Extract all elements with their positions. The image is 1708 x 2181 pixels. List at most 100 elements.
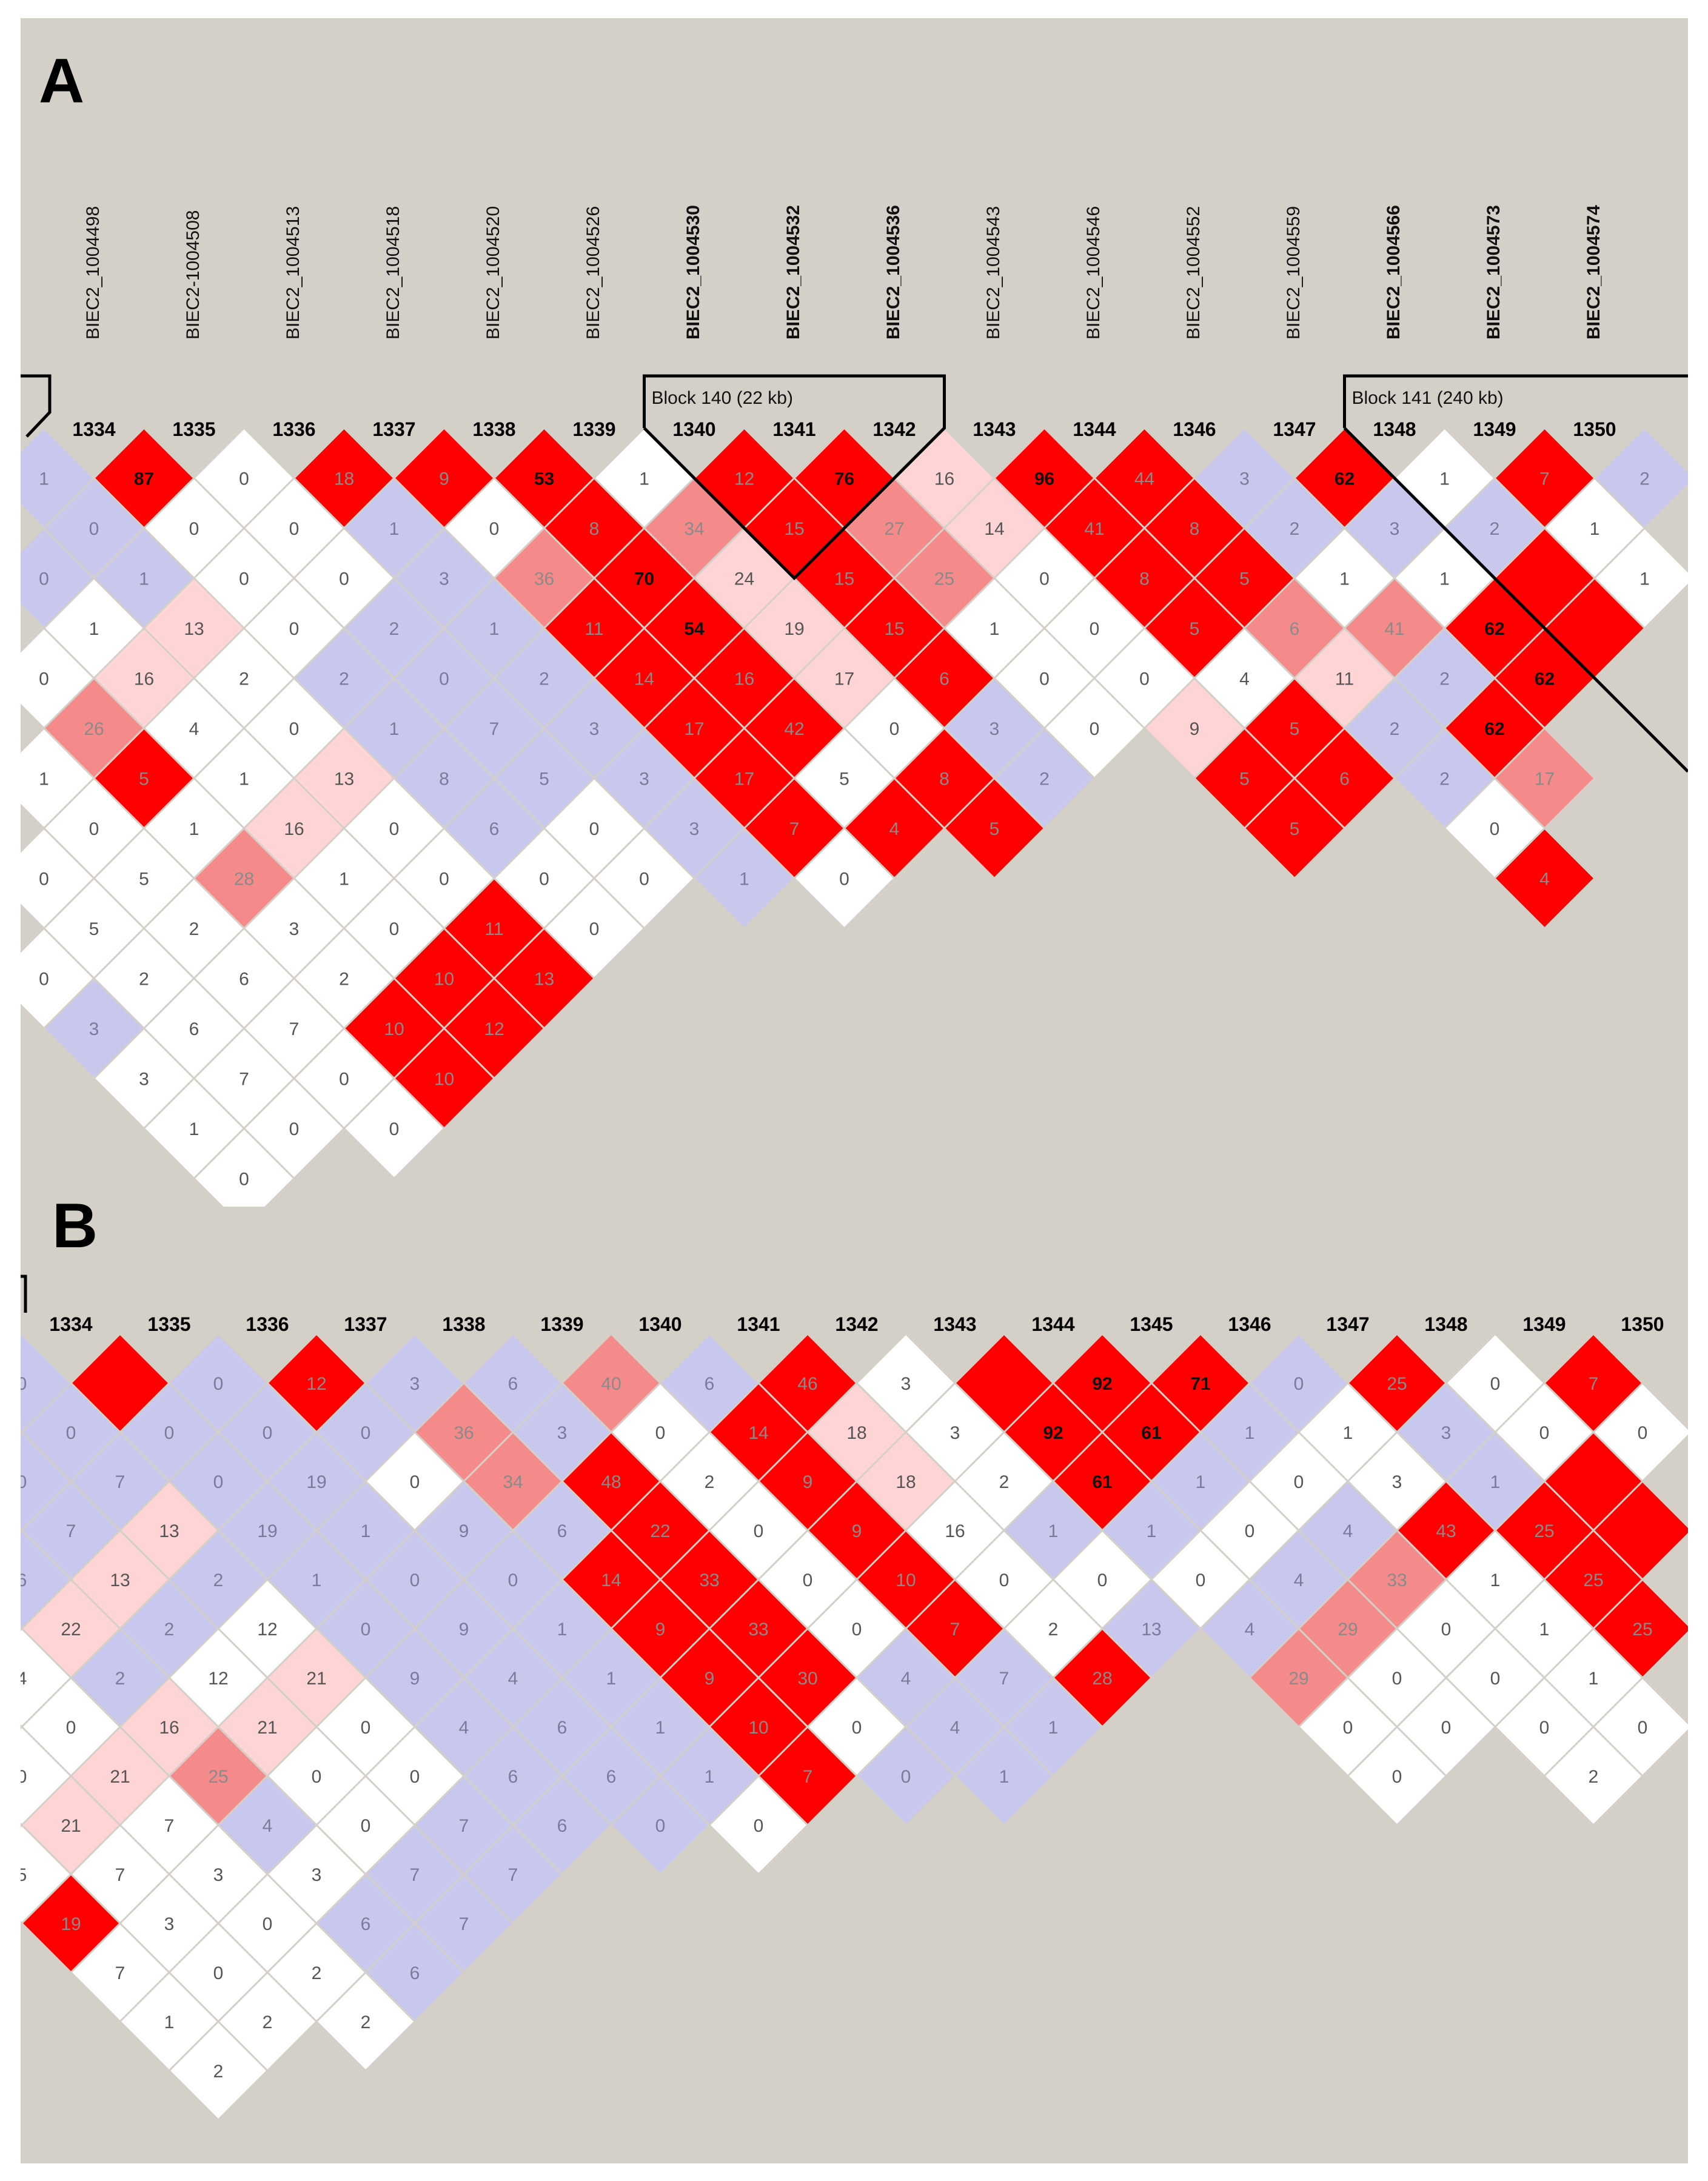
marker-number: 1339 (540, 1313, 584, 1335)
ld-value-label: 0 (1490, 819, 1500, 839)
ld-value-label: 2 (1589, 1767, 1599, 1787)
ld-value-label: 54 (684, 619, 705, 639)
ld-cell (343, 1077, 446, 1180)
ld-value-label: 7 (789, 819, 800, 839)
ld-cell (855, 1725, 957, 1827)
ld-cell (1493, 826, 1596, 930)
marker-number: 1337 (372, 418, 416, 440)
ld-value-label: 17 (834, 669, 854, 689)
ld-value-label: 8 (439, 769, 449, 789)
ld-value-label: 1 (189, 819, 199, 839)
marker-number: 1340 (638, 1313, 682, 1335)
ld-value-label: 29 (1288, 1669, 1308, 1689)
marker-number: 1334 (49, 1313, 93, 1335)
ld-value-label: 1 (1490, 1570, 1501, 1590)
ld-value-label: 3 (164, 1914, 175, 1934)
ld-value-label: 46 (797, 1374, 817, 1394)
ld-value-label: 6 (508, 1767, 518, 1787)
ld-value-label: 0 (1392, 1669, 1402, 1689)
ld-value-label: 21 (110, 1767, 130, 1787)
panel-b-ld-plot: 0 0 12 3 6 40 6 46 3 92 71 0 25 0 70 0 0 0 36 3 0 14 18 3 92 61 1 1… (21, 1275, 1688, 2122)
ld-value-label: 8 (1139, 569, 1150, 589)
ld-value-label: 2 (999, 1472, 1010, 1492)
marker-number: 1335 (172, 418, 216, 440)
ld-value-label: 1 (990, 619, 1000, 639)
ld-value-label: 1 (557, 1620, 568, 1640)
ld-value-label: 2 (115, 1669, 126, 1689)
ld-value-label: 16 (934, 469, 954, 489)
ld-value-label: 5 (1190, 619, 1200, 639)
marker-number: 1347 (1326, 1313, 1370, 1335)
ld-value-label: 48 (601, 1472, 621, 1492)
ld-value-label: 3 (439, 569, 449, 589)
ld-value-label: 0 (803, 1570, 813, 1590)
ld-value-label: 53 (534, 469, 554, 489)
ld-cell (1346, 1725, 1448, 1827)
ld-value-label: 0 (213, 1963, 224, 1983)
ld-value-label: 4 (1245, 1620, 1255, 1640)
ld-value-label: 41 (1384, 619, 1404, 639)
ld-value-label: 0 (239, 469, 249, 489)
ld-value-label: 4 (1539, 869, 1550, 889)
ld-value-label: 3 (589, 719, 600, 739)
marker-number: 1350 (1573, 418, 1616, 440)
ld-value-label: 2 (139, 970, 149, 990)
ld-value-label: 0 (1392, 1767, 1402, 1787)
ld-value-label: 30 (797, 1669, 817, 1689)
ld-value-label: 6 (361, 1914, 371, 1934)
ld-value-label: 2 (1290, 519, 1300, 539)
ld-value-label: 7 (508, 1865, 518, 1885)
ld-value-label: 0 (839, 869, 849, 889)
ld-value-label: 0 (289, 719, 300, 739)
ld-value-label: 2 (1639, 469, 1650, 489)
ld-value-label: 1 (139, 569, 149, 589)
ld-value-label: 8 (1190, 519, 1200, 539)
marker-number: 1344 (1031, 1313, 1075, 1335)
ld-value-label: 5 (990, 819, 1000, 839)
ld-value-label: 1 (1539, 1620, 1550, 1640)
ld-value-label: 0 (1539, 1718, 1550, 1738)
marker-number: 1339 (572, 418, 616, 440)
ld-value-label: 0 (754, 1521, 764, 1541)
ld-value-label: 10 (384, 1019, 404, 1039)
ld-value-label: 25 (1632, 1620, 1652, 1640)
ld-value-label: 1 (739, 869, 749, 889)
marker-number: 1336 (246, 1313, 289, 1335)
ld-value-label: 4 (21, 1669, 27, 1689)
ld-value-label: 5 (1290, 719, 1300, 739)
ld-value-label: 62 (1484, 619, 1504, 639)
ld-value-label: 12 (484, 1019, 504, 1039)
ld-value-label: 6 (557, 1816, 568, 1836)
ld-value-label: 3 (1239, 469, 1250, 489)
marker-number: 1336 (272, 418, 316, 440)
ld-value-label: 21 (306, 1669, 326, 1689)
ld-value-label: 0 (754, 1816, 764, 1836)
ld-value-label: 1 (1590, 519, 1600, 539)
ld-value-label: 6 (557, 1521, 568, 1541)
marker-number: 1337 (344, 1313, 387, 1335)
ld-value-label: 16 (159, 1718, 179, 1738)
ld-value-label: 0 (263, 1423, 273, 1443)
ld-value-label: 2 (339, 669, 349, 689)
ld-value-label: 1 (639, 469, 649, 489)
block-label: Block 140 (22 kb) (651, 388, 793, 408)
marker-number: 1343 (933, 1313, 977, 1335)
ld-cell (1243, 777, 1346, 880)
ld-value-label: 36 (454, 1423, 474, 1443)
block-label: Block 141 (240 kb) (1351, 388, 1504, 408)
ld-value-label: 3 (1390, 519, 1400, 539)
ld-value-label: 62 (1484, 719, 1504, 739)
haplotype-block-outline (1343, 427, 1688, 773)
ld-value-label: 62 (1335, 469, 1355, 489)
ld-value-label: 2 (1039, 769, 1050, 789)
ld-value-label: 0 (410, 1472, 420, 1492)
ld-value-label: 0 (1638, 1423, 1648, 1443)
ld-value-label: 1 (705, 1767, 715, 1787)
ld-value-label: 0 (189, 519, 199, 539)
ld-value-label: 33 (699, 1570, 719, 1590)
ld-value-label: 5 (839, 769, 849, 789)
ld-value-label: 0 (410, 1570, 420, 1590)
ld-value-label: 2 (705, 1472, 715, 1492)
ld-cell (1542, 1725, 1644, 1827)
ld-value-label: 0 (66, 1718, 76, 1738)
